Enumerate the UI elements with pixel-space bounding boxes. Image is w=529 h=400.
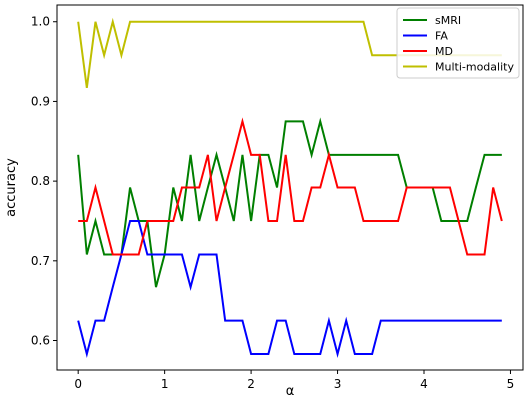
x-tick-label: 0 bbox=[74, 377, 82, 391]
legend-entry: Multi-modality bbox=[435, 61, 514, 74]
series-line-1 bbox=[77, 219, 502, 359]
x-tick-label: 4 bbox=[420, 377, 428, 391]
y-tick-label: 0.9 bbox=[31, 94, 50, 108]
legend-entry: FA bbox=[435, 30, 448, 43]
y-axis: 0.6 0.7 0.8 0.9 1.0 bbox=[31, 15, 57, 348]
series-line-2 bbox=[78, 117, 503, 256]
x-tick-label: 5 bbox=[507, 377, 515, 391]
x-tick-label: 2 bbox=[247, 377, 255, 391]
y-tick-label: 0.7 bbox=[31, 254, 50, 268]
legend: sMRI FA MD Multi-modality bbox=[396, 7, 520, 79]
y-tick-label: 0.6 bbox=[31, 334, 50, 348]
y-tick-label: 0.8 bbox=[31, 174, 50, 188]
legend-entry: MD bbox=[435, 45, 453, 58]
x-tick-label: 1 bbox=[161, 377, 169, 391]
x-tick-label: 3 bbox=[334, 377, 342, 391]
x-axis: 0 1 2 3 4 5 bbox=[74, 370, 514, 391]
legend-box bbox=[396, 7, 520, 79]
y-axis-label: accuracy bbox=[4, 158, 19, 217]
series-line-0 bbox=[77, 117, 502, 288]
plot-frame bbox=[56, 4, 524, 371]
y-tick-label: 1.0 bbox=[31, 15, 50, 29]
x-axis-label: α bbox=[286, 384, 295, 399]
legend-entry: sMRI bbox=[435, 14, 461, 27]
